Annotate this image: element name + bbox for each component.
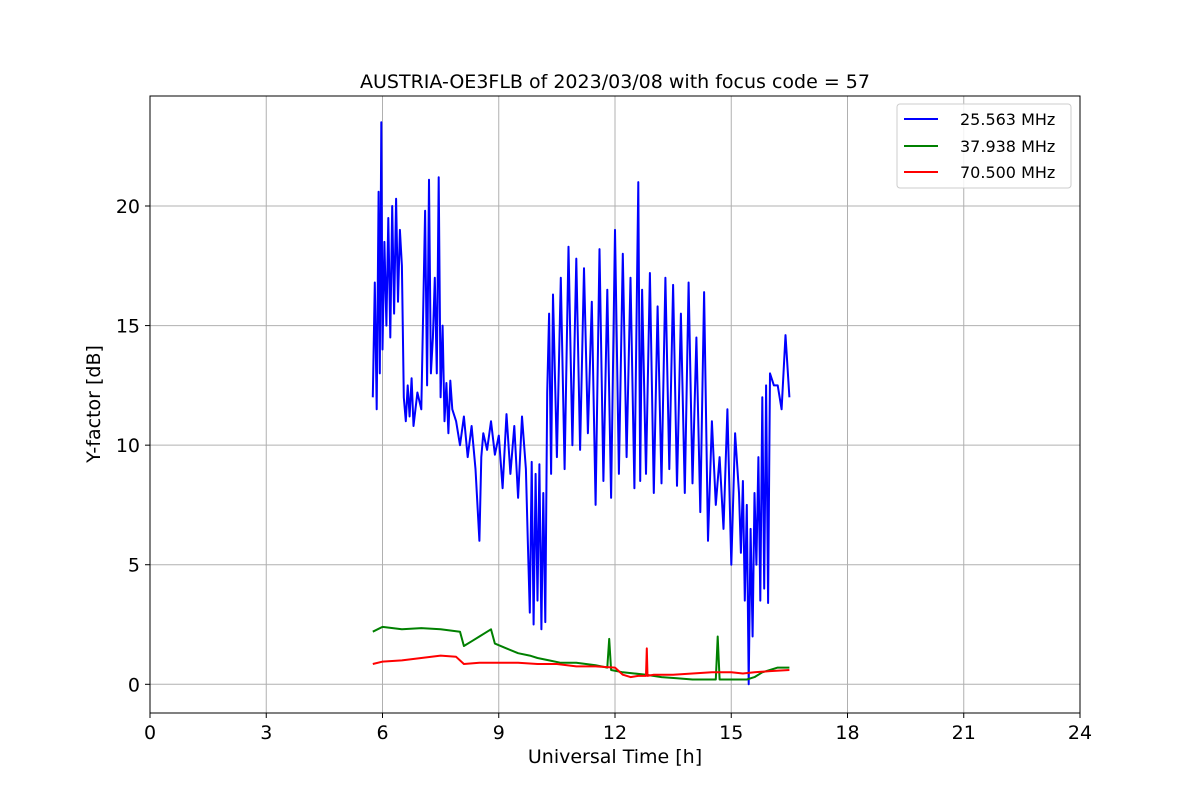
legend-label-70-500: 70.500 MHz [960, 163, 1055, 182]
series-line-37-938-mhz [372, 625, 790, 681]
x-tick-label: 21 [952, 722, 976, 744]
x-tick-label: 12 [603, 722, 627, 744]
x-tick-label: 24 [1068, 722, 1092, 744]
x-tick-label: 0 [144, 722, 156, 744]
x-tick-label: 6 [376, 722, 388, 744]
legend-box [896, 103, 1072, 189]
x-tick-label: 18 [835, 722, 859, 744]
y-axis-label: Y-factor [dB] [83, 345, 105, 464]
x-tick-label: 15 [719, 722, 743, 744]
y-tick-label: 20 [116, 196, 140, 218]
x-tick-label: 3 [260, 722, 272, 744]
axis-ticks: 0 3 6 9 12 15 18 21 24 0 5 10 15 20 [116, 196, 1092, 744]
legend-label-25-563: 25.563 MHz [960, 110, 1055, 129]
x-tick-label: 9 [493, 722, 505, 744]
series-lines [371, 121, 791, 686]
legend: 25.563 MHz 37.938 MHz 70.500 MHz [896, 103, 1072, 189]
x-axis-label: Universal Time [h] [528, 746, 702, 768]
y-tick-label: 0 [128, 674, 140, 696]
chart-title: AUSTRIA-OE3FLB of 2023/03/08 with focus … [360, 71, 870, 93]
legend-label-37-938: 37.938 MHz [960, 137, 1055, 156]
series-line-70-500-mhz [372, 647, 790, 679]
y-tick-label: 15 [116, 316, 140, 338]
series-line-25-563-mhz [371, 121, 791, 686]
y-tick-label: 10 [116, 435, 140, 457]
y-tick-label: 5 [128, 555, 140, 577]
